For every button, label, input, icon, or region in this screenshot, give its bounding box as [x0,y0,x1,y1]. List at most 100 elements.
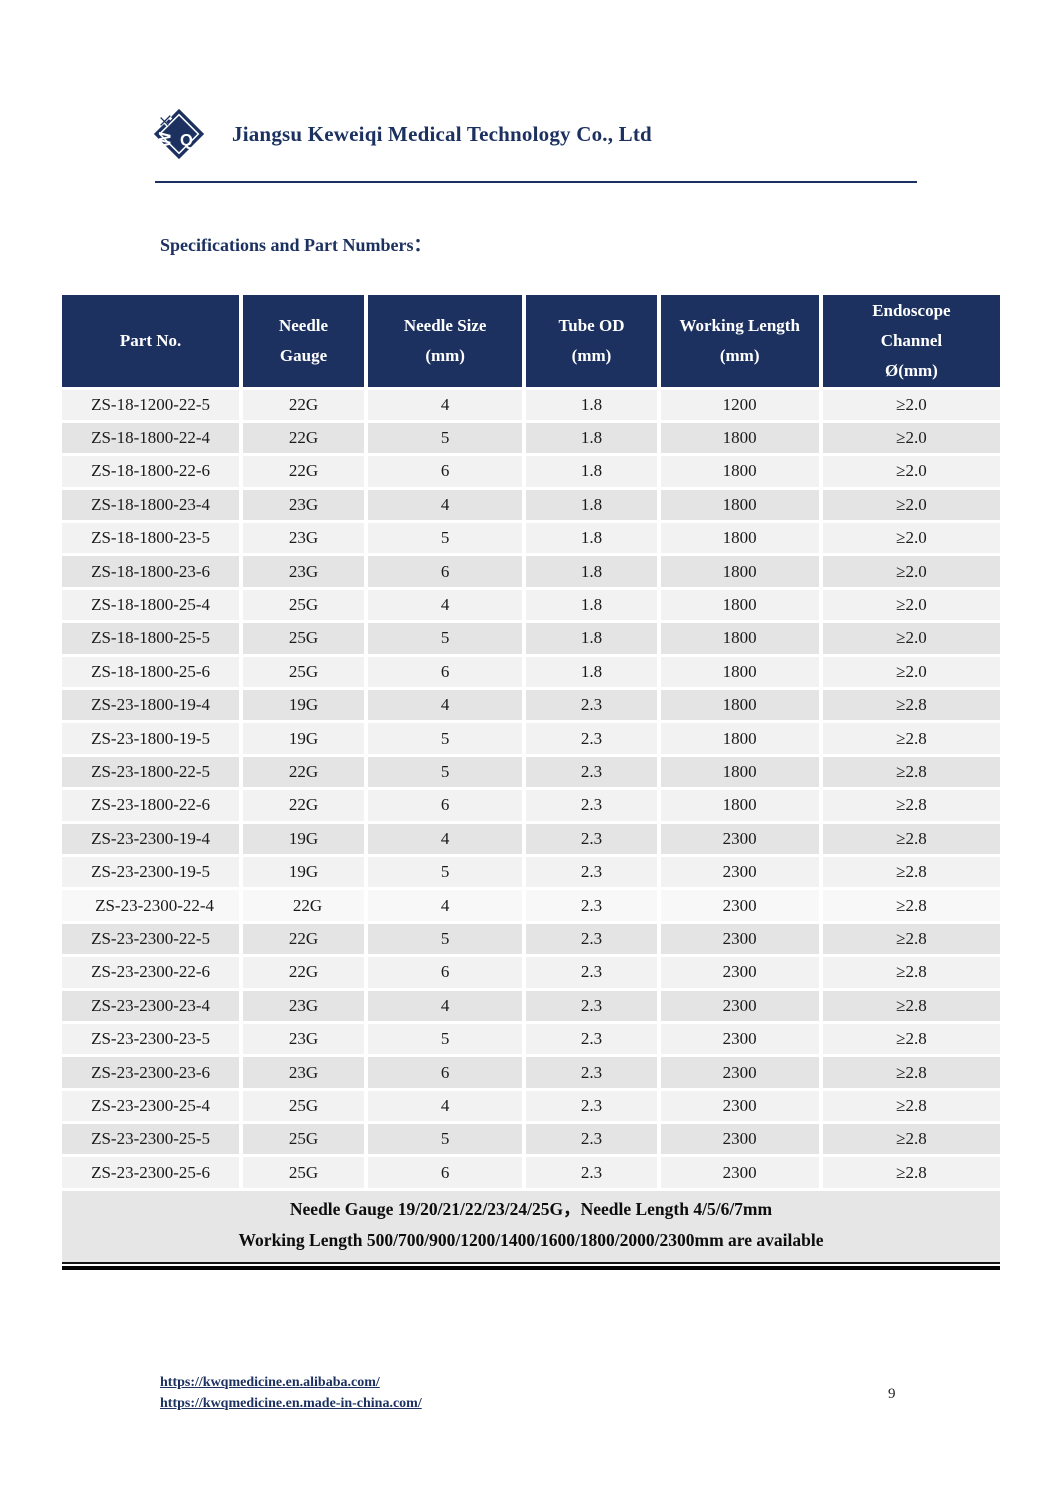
table-row: ZS-23-1800-22-5 22G 5 2.3 1800 ≥2.8 [62,755,1000,791]
cell: 2.3 [524,688,661,724]
cell: ≥2.0 [820,521,1000,557]
alibaba-store-link[interactable]: https://kwqmedicine.en.alibaba.com/ [160,1375,380,1390]
cell: 5 [365,721,527,757]
cell: 1.8 [524,488,661,524]
table-row: ZS-23-2300-23-4 23G 4 2.3 2300 ≥2.8 [62,989,1000,1024]
cell: 2.3 [524,855,661,891]
cell: 2.3 [524,922,661,958]
cell: 1.8 [524,421,661,457]
table-row: ZS-18-1800-23-4 23G 4 1.8 1800 ≥2.0 [62,488,1000,524]
cell: 19G [241,822,368,857]
cell: ≥2.8 [820,1155,1000,1191]
table-row: ZS-18-1200-22-5 22G 4 1.8 1200 ≥2.0 [62,388,1000,423]
column-header-working-length: Working Length (mm) [658,295,823,390]
cell: ZS-18-1800-25-4 [62,588,244,624]
cell: 2300 [658,1055,823,1091]
cell: 22G [241,922,368,958]
table-row: ZS-23-2300-23-6 23G 6 2.3 2300 ≥2.8 [62,1055,1000,1091]
cell: 2300 [658,1155,823,1191]
column-header-tube-od: Tube OD (mm) [524,295,661,390]
cell: 1800 [658,521,823,557]
cell: 4 [365,588,527,624]
cell: 2300 [658,1022,823,1058]
column-header-needle-gauge: Needle Gauge [241,295,368,390]
column-header-endoscope-channel: Endoscope Channel Ø(mm) [820,295,1000,390]
table-row: ZS-18-1800-22-6 22G 6 1.8 1800 ≥2.0 [62,454,1000,490]
cell: 2300 [658,888,823,924]
cell: ZS-18-1800-25-6 [62,655,244,691]
cell: ≥2.8 [820,1089,1000,1125]
cell: 25G [241,621,368,657]
cell: 25G [241,1089,368,1125]
cell: 4 [365,888,527,924]
table-row: ZS-23-2300-25-4 25G 4 2.3 2300 ≥2.8 [62,1089,1000,1125]
cell: 6 [365,955,527,991]
cell: 6 [365,454,527,490]
cell: 4 [365,1089,527,1125]
cell: 2.3 [524,1155,661,1191]
table-row: ZS-23-2300-19-4 19G 4 2.3 2300 ≥2.8 [62,822,1000,857]
cell: ZS-23-1800-19-4 [62,688,244,724]
cell: 6 [365,788,527,824]
cell: ≥2.0 [820,554,1000,590]
cell: 22G [241,888,368,924]
table-row: ZS-18-1800-22-4 22G 5 1.8 1800 ≥2.0 [62,421,1000,457]
table-body: ZS-18-1200-22-5 22G 4 1.8 1200 ≥2.0 ZS-18-1800… [62,388,1000,1191]
cell: ≥2.0 [820,454,1000,490]
cell: 1800 [658,788,823,824]
cell: ZS-23-2300-22-5 [62,922,244,958]
cell: 1800 [658,655,823,691]
cell: ZS-23-2300-23-5 [62,1022,244,1058]
cell: ZS-18-1800-23-4 [62,488,244,524]
cell: 22G [241,788,368,824]
cell: ≥2.0 [820,655,1000,691]
cell: ZS-18-1800-22-4 [62,421,244,457]
cell: 4 [365,488,527,524]
cell: 5 [365,521,527,557]
cell: 5 [365,421,527,457]
table-row: ZS-23-2300-22-6 22G 6 2.3 2300 ≥2.8 [62,955,1000,991]
cell: ≥2.8 [820,1055,1000,1091]
cell: 22G [241,388,368,423]
column-header-needle-size: Needle Size (mm) [365,295,527,390]
cell: ≥2.0 [820,588,1000,624]
cell: 19G [241,721,368,757]
cell: 4 [365,989,527,1024]
cell: 1.8 [524,554,661,590]
cell: 2300 [658,989,823,1024]
table-row: ZS-23-1800-19-5 19G 5 2.3 1800 ≥2.8 [62,721,1000,757]
note-line-gauge: Needle Gauge 19/20/21/22/23/24/25G，Needl… [289,1198,773,1219]
table-row: ZS-23-2300-22-4 22G 4 2.3 2300 ≥2.8 [62,888,1000,924]
footer-links: https://kwqmedicine.en.alibaba.com/ http… [160,1372,422,1414]
cell: 1800 [658,621,823,657]
cell: ≥2.8 [820,788,1000,824]
cell: ≥2.8 [820,822,1000,857]
cell: 2.3 [524,888,661,924]
cell: ZS-18-1200-22-5 [62,388,244,423]
cell: 2.3 [524,721,661,757]
table-row: ZS-18-1800-25-5 25G 5 1.8 1800 ≥2.0 [62,621,1000,657]
cell: 5 [365,855,527,891]
cell: 1800 [658,554,823,590]
cell: 6 [365,554,527,590]
page-number: 9 [888,1386,896,1402]
cell: ZS-23-2300-25-6 [62,1155,244,1191]
cell: 25G [241,588,368,624]
cell: 1800 [658,755,823,791]
cell: ≥2.0 [820,421,1000,457]
cell: 2300 [658,922,823,958]
cell: ≥2.8 [820,955,1000,991]
cell: 2300 [658,955,823,991]
cell: 5 [365,621,527,657]
table-row: ZS-23-1800-22-6 22G 6 2.3 1800 ≥2.8 [62,788,1000,824]
cell: 2.3 [524,1089,661,1125]
cell: 1.8 [524,388,661,423]
note-line-working-length: Working Length 500/700/900/1200/1400/160… [238,1229,824,1250]
cell: 23G [241,1055,368,1091]
table-row: ZS-23-2300-22-5 22G 5 2.3 2300 ≥2.8 [62,922,1000,958]
made-in-china-store-link[interactable]: https://kwqmedicine.en.made-in-china.com… [160,1396,422,1411]
svg-text:W: W [156,132,174,148]
cell: 2300 [658,1089,823,1125]
cell: 6 [365,1055,527,1091]
cell: 6 [365,655,527,691]
